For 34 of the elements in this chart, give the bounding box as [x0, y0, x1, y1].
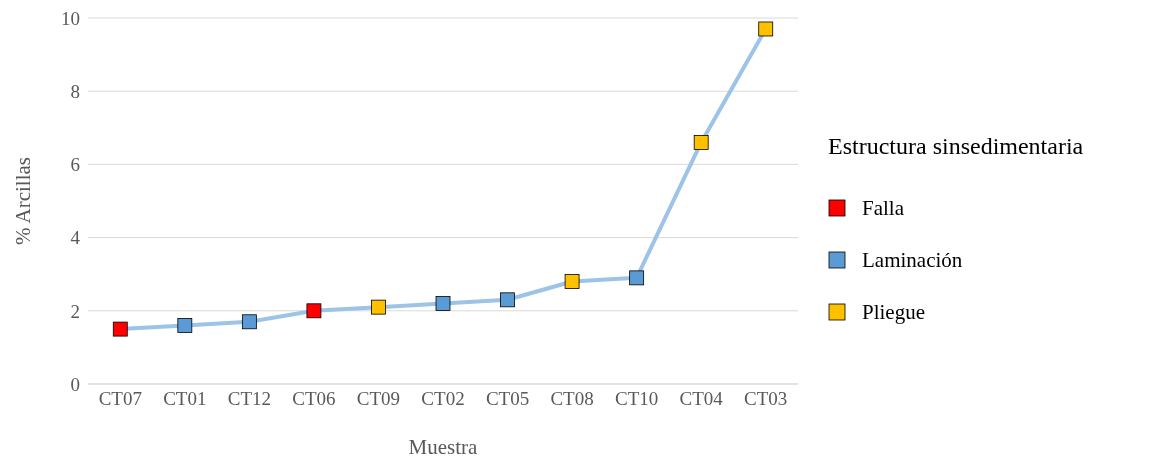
legend-label: Falla [862, 195, 904, 221]
y-tick-label: 8 [70, 80, 80, 102]
x-tick-label: CT09 [356, 388, 401, 410]
y-axis-title: % Arcillas [11, 156, 36, 246]
x-tick-label: CT03 [744, 388, 788, 410]
point [371, 299, 386, 315]
x-tick-label: CT04 [679, 388, 724, 410]
x-tick-label: CT08 [550, 388, 594, 410]
y-tick-label: 6 [70, 154, 80, 176]
x-tick-label: CT10 [615, 388, 659, 410]
y-tick-label: 0 [70, 373, 80, 395]
point [693, 135, 709, 150]
legend-label: Laminación [862, 247, 963, 273]
point [112, 321, 128, 337]
y-tick-label: 2 [70, 300, 80, 322]
x-tick-label: CT07 [98, 388, 142, 410]
x-tick-label: CT12 [227, 388, 271, 410]
legend-label: Pliegue [862, 299, 925, 325]
point [177, 318, 193, 333]
y-tick-label: 4 [70, 227, 81, 249]
point [564, 274, 580, 289]
legend-title: Estructura sinsedimentaria [828, 133, 1084, 160]
point [500, 292, 515, 308]
point [241, 314, 257, 330]
x-axis-title: Muestra [408, 435, 479, 459]
x-tick-label: CT06 [292, 388, 336, 410]
point [758, 21, 774, 37]
y-tick-label: 10 [61, 7, 80, 29]
point [629, 270, 645, 286]
point [306, 303, 322, 319]
point [435, 296, 451, 311]
x-tick-label: CT01 [163, 388, 207, 410]
x-tick-label: CT02 [421, 388, 465, 410]
x-tick-label: CT05 [485, 388, 530, 410]
